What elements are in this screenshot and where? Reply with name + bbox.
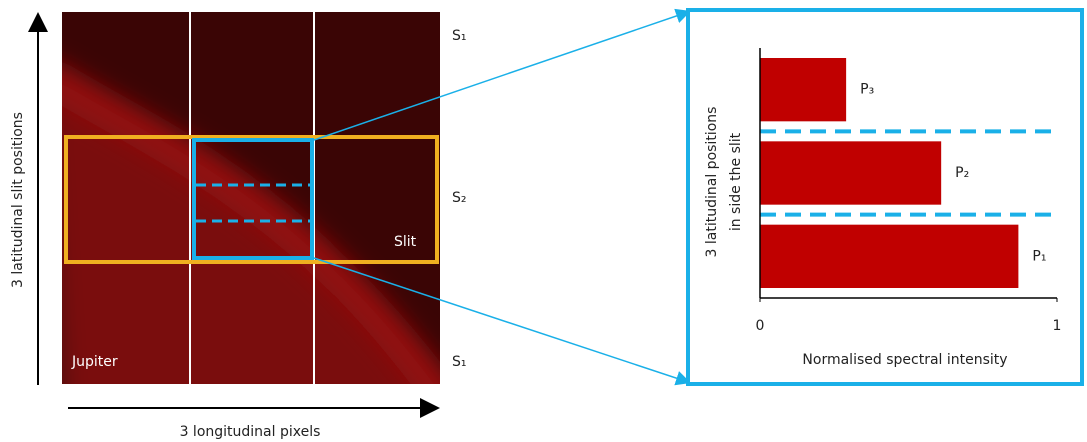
x-axis-label: 3 longitudinal pixels	[180, 424, 321, 440]
x-tick-label: 1	[1053, 318, 1062, 334]
y-axis-label: 3 latitudinal slit positions	[10, 112, 26, 288]
bar	[760, 225, 1018, 288]
bar-label: P₃	[860, 82, 874, 98]
slit-label: Slit	[394, 234, 417, 250]
slit-row-label: S₁	[452, 28, 467, 44]
chart-x-label: Normalised spectral intensity	[802, 352, 1007, 368]
slit-row-label: S₂	[452, 190, 467, 206]
chart-y-label: in side the slit	[728, 132, 744, 231]
bar-label: P₂	[955, 165, 969, 181]
figure: 3 latitudinal slit positions 3 longitudi…	[0, 0, 1087, 442]
bar	[760, 141, 941, 204]
chart-y-label: 3 latitudinal positions	[704, 107, 720, 258]
slit-row-label: S₁	[452, 354, 467, 370]
bar	[760, 58, 846, 121]
planet-label: Jupiter	[71, 354, 118, 370]
bar-label: P₁	[1032, 248, 1046, 264]
x-tick-label: 0	[756, 318, 765, 334]
